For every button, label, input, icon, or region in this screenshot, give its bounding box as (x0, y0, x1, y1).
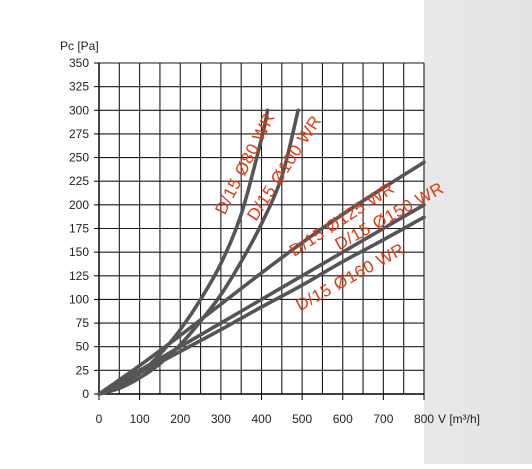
y-tick-label: 175 (69, 222, 89, 236)
x-tick-label: 100 (130, 412, 150, 426)
y-tick-label: 225 (69, 174, 89, 188)
series-line-d15-160 (97, 215, 426, 396)
y-tick-label: 325 (69, 80, 89, 94)
plot-backdrop (0, 0, 424, 464)
x-tick-label: 400 (251, 412, 271, 426)
y-tick-label: 50 (76, 340, 90, 354)
series-lines (97, 108, 426, 396)
series-line-d15-125 (97, 160, 426, 396)
y-tick-label: 200 (69, 198, 89, 212)
x-tick-label: 300 (211, 412, 231, 426)
x-tick-label: 200 (170, 412, 190, 426)
y-tick-label: 75 (76, 316, 90, 330)
x-tick-label: 500 (292, 412, 312, 426)
y-tick-label: 300 (69, 103, 89, 117)
y-tick-label: 100 (69, 292, 89, 306)
series-line-d15-150 (97, 203, 426, 396)
y-tick-label: 275 (69, 127, 89, 141)
x-tick-label: 0 (96, 412, 103, 426)
axes: 0 25 50 75 100 125 150 175 200 225 250 275 300 325 350… (69, 56, 434, 426)
y-axis-label: Pc [Pa] (60, 39, 99, 53)
x-axis-label: V [m³/h] (438, 412, 480, 426)
y-tick-label: 250 (69, 151, 89, 165)
x-tick-label: 600 (333, 412, 353, 426)
y-tick-label: 0 (82, 387, 89, 401)
y-tick-label: 125 (69, 269, 89, 283)
x-tick-label: 800 (414, 412, 434, 426)
x-tick-label: 700 (373, 412, 393, 426)
y-tick-label: 350 (69, 56, 89, 70)
y-tick-label: 25 (76, 363, 90, 377)
y-tick-label: 150 (69, 245, 89, 259)
